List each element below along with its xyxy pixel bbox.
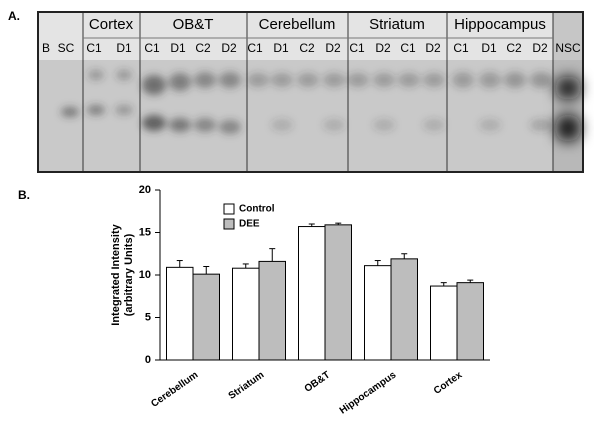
x-tick-label: Cerebellum <box>149 370 200 410</box>
panel-label: B. <box>18 188 30 202</box>
lane-label: C1 <box>247 41 263 55</box>
bar <box>298 226 326 361</box>
x-tick-label: Striatum <box>227 370 267 402</box>
lane-label: SC <box>58 41 75 55</box>
group-label: OB&T <box>173 16 214 33</box>
bar <box>192 273 220 361</box>
lane-label: C1 <box>144 41 160 55</box>
bar <box>258 260 286 361</box>
lane-label: D1 <box>273 41 289 55</box>
y-tick-label: 15 <box>139 226 151 238</box>
lane-label: D1 <box>170 41 186 55</box>
y-axis-label: (arbitrary Units) <box>123 233 135 316</box>
x-tick-label: Cortex <box>432 369 465 396</box>
lane-label: D1 <box>116 41 132 55</box>
bar <box>430 285 458 361</box>
group-label: Cerebellum <box>259 16 336 33</box>
bar <box>324 224 352 361</box>
group-label: Striatum <box>369 16 425 33</box>
lane-label: C1 <box>400 41 416 55</box>
bar <box>364 265 392 361</box>
lane-label: C2 <box>506 41 522 55</box>
lane-label: D2 <box>425 41 441 55</box>
group-label: Hippocampus <box>454 16 546 33</box>
panel-label: A. <box>8 9 20 23</box>
lane-label: C1 <box>349 41 365 55</box>
lane-label: D1 <box>481 41 497 55</box>
y-tick-label: 10 <box>139 269 151 281</box>
y-axis-label: Integrated Intensity <box>110 223 122 325</box>
lane-label: D2 <box>375 41 391 55</box>
y-tick-label: 0 <box>145 354 151 366</box>
lane-label: C1 <box>86 41 102 55</box>
legend-label: Control <box>239 204 275 215</box>
gel-image <box>37 11 584 173</box>
lane-label: D2 <box>221 41 237 55</box>
bar <box>456 282 484 361</box>
y-tick-label: 20 <box>139 184 151 196</box>
group-label: Cortex <box>89 16 134 33</box>
legend-swatch <box>223 203 235 215</box>
x-tick-label: Hippocampus <box>338 369 399 416</box>
lane-label: D2 <box>532 41 548 55</box>
legend-label: DEE <box>239 219 260 230</box>
lane-label: NSC <box>555 41 581 55</box>
lane-label: B <box>42 41 50 55</box>
lane-label: D2 <box>325 41 341 55</box>
lane-label: C2 <box>195 41 211 55</box>
lane-label: C2 <box>299 41 315 55</box>
legend-swatch <box>223 218 235 230</box>
lane-label: C1 <box>453 41 469 55</box>
bar <box>166 266 194 361</box>
bar <box>232 267 260 361</box>
x-tick-label: OB&T <box>303 370 333 395</box>
bar <box>390 258 418 361</box>
y-tick-label: 5 <box>145 311 151 323</box>
